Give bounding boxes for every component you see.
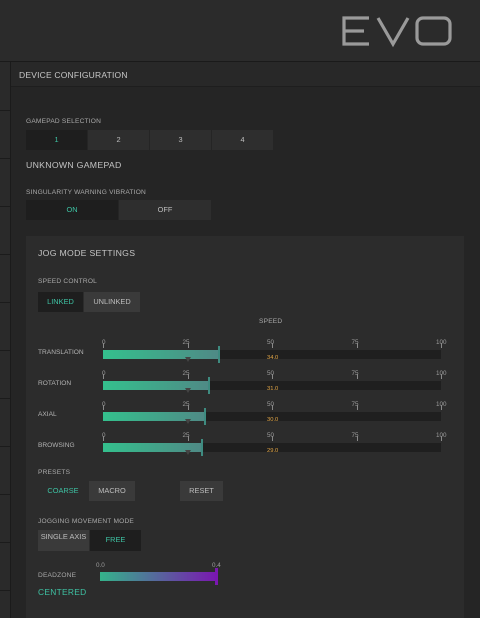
macro-preset-button[interactable]: MACRO bbox=[89, 481, 135, 501]
deadzone-label: DEADZONE bbox=[38, 572, 77, 579]
slider-marker-icon bbox=[184, 349, 191, 362]
free-mode-button[interactable]: FREE bbox=[90, 530, 141, 551]
slider-value: 31.0 bbox=[267, 386, 279, 392]
slider-tick-mark bbox=[187, 436, 189, 441]
slider-value: 29.0 bbox=[267, 448, 279, 454]
slider-marker-icon bbox=[184, 411, 191, 424]
slider-tick-mark bbox=[187, 405, 189, 410]
slider-fill bbox=[103, 443, 202, 452]
slider-tick-mark bbox=[441, 343, 442, 348]
speed-tick-label: 100 bbox=[436, 432, 447, 439]
slider-tick-mark bbox=[103, 436, 104, 441]
evo-logo bbox=[342, 16, 452, 48]
speed-slider-axial[interactable]: 30.0 bbox=[103, 405, 442, 425]
gamepad-selection-label: GAMEPAD SELECTION bbox=[26, 118, 102, 125]
speed-tick-label: 0 bbox=[102, 339, 106, 346]
movement-mode-label: JOGGING MOVEMENT MODE bbox=[38, 518, 135, 525]
deadzone-mode: CENTERED bbox=[38, 587, 87, 597]
vibration-off-button[interactable]: OFF bbox=[119, 200, 211, 220]
speed-tick-label: 50 bbox=[267, 432, 275, 439]
gamepad-option-3[interactable]: 3 bbox=[150, 130, 211, 150]
speed-tick-label: 25 bbox=[182, 432, 190, 439]
speed-tick-label: 50 bbox=[267, 339, 275, 346]
speed-tick-label: 50 bbox=[267, 401, 275, 408]
deadzone-handle[interactable] bbox=[215, 568, 218, 585]
slider-label-translation: TRANSLATION bbox=[38, 349, 84, 356]
slider-tick-mark bbox=[356, 343, 358, 348]
top-bar bbox=[0, 0, 480, 62]
slider-tick-mark bbox=[356, 374, 358, 379]
slider-tick-mark bbox=[187, 343, 189, 348]
slider-tick-mark bbox=[272, 405, 273, 410]
speed-tick-label: 100 bbox=[436, 370, 447, 377]
gamepad-name: UNKNOWN GAMEPAD bbox=[26, 160, 122, 170]
speed-tick-label: 0 bbox=[102, 370, 106, 377]
slider-tick-mark bbox=[272, 436, 273, 441]
slider-value: 34.0 bbox=[267, 355, 279, 361]
speed-slider-browsing[interactable]: 29.0 bbox=[103, 436, 442, 456]
slider-tick-mark bbox=[272, 343, 273, 348]
slider-marker-icon bbox=[184, 442, 191, 455]
slider-marker-icon bbox=[184, 380, 191, 393]
presets-label: PRESETS bbox=[38, 469, 71, 476]
speed-tick-label: 100 bbox=[436, 339, 447, 346]
speed-tick-label: 100 bbox=[436, 401, 447, 408]
slider-tick-mark bbox=[356, 436, 358, 441]
gamepad-option-1[interactable]: 1 bbox=[26, 130, 87, 150]
speed-tick-label: 25 bbox=[182, 370, 190, 377]
jog-mode-title: JOG MODE SETTINGS bbox=[38, 248, 136, 258]
slider-tick-mark bbox=[187, 374, 189, 379]
slider-tick-mark bbox=[441, 374, 442, 379]
slider-value: 30.0 bbox=[267, 417, 279, 423]
speed-slider-translation[interactable]: 34.0 bbox=[103, 343, 442, 363]
gamepad-option-4[interactable]: 4 bbox=[212, 130, 273, 150]
slider-fill bbox=[103, 350, 218, 359]
speed-slider-rotation[interactable]: 31.0 bbox=[103, 374, 442, 394]
slider-handle[interactable] bbox=[201, 439, 204, 456]
section-header: DEVICE CONFIGURATION bbox=[11, 62, 480, 87]
slider-tick-mark bbox=[441, 405, 442, 410]
speed-tick-label: 75 bbox=[351, 432, 359, 439]
section-title: DEVICE CONFIGURATION bbox=[19, 70, 128, 80]
deadzone-min: 0.0 bbox=[96, 562, 105, 569]
gamepad-option-2[interactable]: 2 bbox=[88, 130, 149, 150]
speed-control-label: SPEED CONTROL bbox=[38, 278, 98, 285]
slider-tick-mark bbox=[103, 405, 104, 410]
left-rail bbox=[0, 62, 11, 618]
slider-label-rotation: ROTATION bbox=[38, 380, 72, 387]
speed-tick-label: 75 bbox=[351, 339, 359, 346]
unlinked-button[interactable]: UNLINKED bbox=[84, 292, 140, 312]
slider-handle[interactable] bbox=[204, 408, 207, 425]
slider-tick-mark bbox=[103, 343, 104, 348]
deadzone-slider[interactable] bbox=[100, 568, 218, 585]
speed-tick-label: 25 bbox=[182, 401, 190, 408]
slider-tick-mark bbox=[441, 436, 442, 441]
slider-fill bbox=[103, 412, 205, 421]
single-axis-button[interactable]: SINGLE AXIS bbox=[38, 530, 89, 551]
speed-tick-label: 25 bbox=[182, 339, 190, 346]
slider-tick-mark bbox=[356, 405, 358, 410]
deadzone-max: 0.4 bbox=[212, 562, 221, 569]
speed-tick-label: 75 bbox=[351, 370, 359, 377]
slider-handle[interactable] bbox=[207, 377, 210, 394]
speed-tick-label: 0 bbox=[102, 401, 106, 408]
slider-label-axial: AXIAL bbox=[38, 411, 57, 418]
slider-tick-mark bbox=[103, 374, 104, 379]
slider-label-browsing: BROWSING bbox=[38, 442, 75, 449]
speed-tick-label: 0 bbox=[102, 432, 106, 439]
slider-handle[interactable] bbox=[217, 346, 220, 363]
speed-tick-label: 75 bbox=[351, 401, 359, 408]
slider-fill bbox=[103, 381, 208, 390]
vibration-label: SINGULARITY WARNING VIBRATION bbox=[26, 189, 146, 196]
reset-button[interactable]: RESET bbox=[180, 481, 223, 501]
coarse-preset-button[interactable]: COARSE bbox=[38, 481, 88, 501]
speed-tick-label: 50 bbox=[267, 370, 275, 377]
slider-tick-mark bbox=[272, 374, 273, 379]
speed-label: SPEED bbox=[259, 318, 283, 325]
linked-button[interactable]: LINKED bbox=[38, 292, 83, 312]
vibration-on-button[interactable]: ON bbox=[26, 200, 118, 220]
